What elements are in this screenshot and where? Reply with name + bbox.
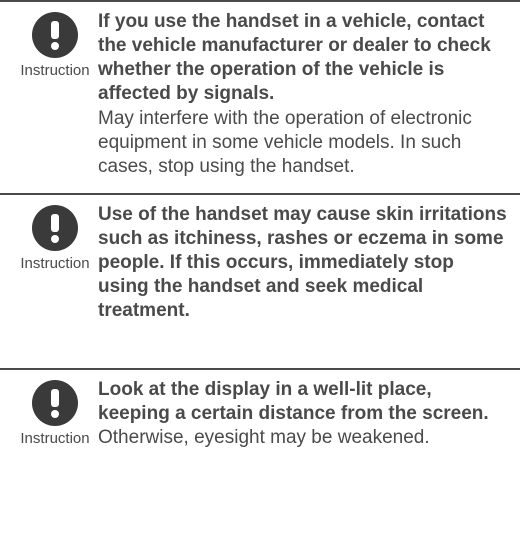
instruction-section: Instruction Look at the display in a wel… (0, 368, 520, 464)
section-heading: If you use the handset in a vehicle, con… (98, 11, 491, 104)
exclamation-icon (32, 205, 78, 251)
exclamation-icon (32, 12, 78, 58)
exclamation-icon (32, 380, 78, 426)
text-column: Look at the display in a well-lit place,… (98, 378, 508, 450)
icon-column: Instruction (12, 10, 98, 79)
section-body: May interfere with the operation of elec… (98, 108, 472, 177)
icon-column: Instruction (12, 203, 98, 272)
section-heading: Use of the handset may cause skin irrita… (98, 204, 507, 322)
icon-label: Instruction (20, 255, 89, 272)
text-column: If you use the handset in a vehicle, con… (98, 10, 508, 179)
icon-label: Instruction (20, 430, 89, 447)
instruction-section: Instruction Use of the handset may cause… (0, 193, 520, 368)
instruction-section: Instruction If you use the handset in a … (0, 0, 520, 193)
section-body: Otherwise, eyesight may be weakened. (98, 427, 430, 448)
section-heading: Look at the display in a well-lit place,… (98, 379, 489, 424)
text-column: Use of the handset may cause skin irrita… (98, 203, 508, 324)
icon-label: Instruction (20, 62, 89, 79)
icon-column: Instruction (12, 378, 98, 447)
